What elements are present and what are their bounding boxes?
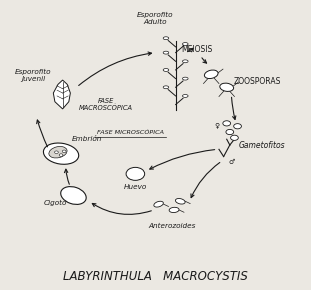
Ellipse shape (183, 43, 188, 46)
Text: ♂: ♂ (228, 159, 234, 165)
Ellipse shape (169, 207, 179, 213)
Ellipse shape (163, 37, 169, 40)
Ellipse shape (126, 167, 145, 180)
Ellipse shape (234, 124, 241, 129)
Ellipse shape (183, 95, 188, 97)
Text: Esporofito
Juvenil: Esporofito Juvenil (15, 69, 51, 82)
Ellipse shape (44, 143, 79, 164)
Text: FASE
MACROSCÓPICA: FASE MACROSCÓPICA (79, 98, 133, 111)
Ellipse shape (54, 151, 58, 153)
Text: LABYRINTHULA   MACROCYSTIS: LABYRINTHULA MACROCYSTIS (63, 270, 248, 283)
Text: Anterozoides: Anterozoides (149, 223, 196, 229)
Ellipse shape (154, 201, 163, 207)
Ellipse shape (175, 198, 185, 204)
Text: Cigoto: Cigoto (43, 200, 67, 206)
Ellipse shape (163, 86, 169, 89)
Text: Esporofito
Adulto: Esporofito Adulto (137, 12, 174, 25)
Ellipse shape (226, 129, 234, 135)
Text: Embrión: Embrión (72, 136, 103, 142)
Text: Huevo: Huevo (124, 184, 147, 190)
Polygon shape (53, 80, 70, 109)
Text: ♀: ♀ (215, 122, 220, 128)
Ellipse shape (204, 70, 218, 79)
Ellipse shape (220, 83, 234, 91)
Ellipse shape (183, 60, 188, 63)
Ellipse shape (230, 135, 238, 140)
Ellipse shape (163, 68, 169, 71)
Ellipse shape (59, 154, 63, 156)
Ellipse shape (183, 77, 188, 80)
Ellipse shape (62, 150, 66, 153)
Ellipse shape (223, 121, 230, 126)
Ellipse shape (61, 186, 86, 204)
Text: FASE MICROSCÓPICA: FASE MICROSCÓPICA (97, 130, 164, 135)
Text: MEIOSIS: MEIOSIS (182, 45, 213, 54)
Text: ZOOSPORAS: ZOOSPORAS (234, 77, 281, 86)
Ellipse shape (163, 51, 169, 54)
Text: Gametofitos: Gametofitos (239, 140, 285, 150)
Ellipse shape (49, 146, 67, 158)
